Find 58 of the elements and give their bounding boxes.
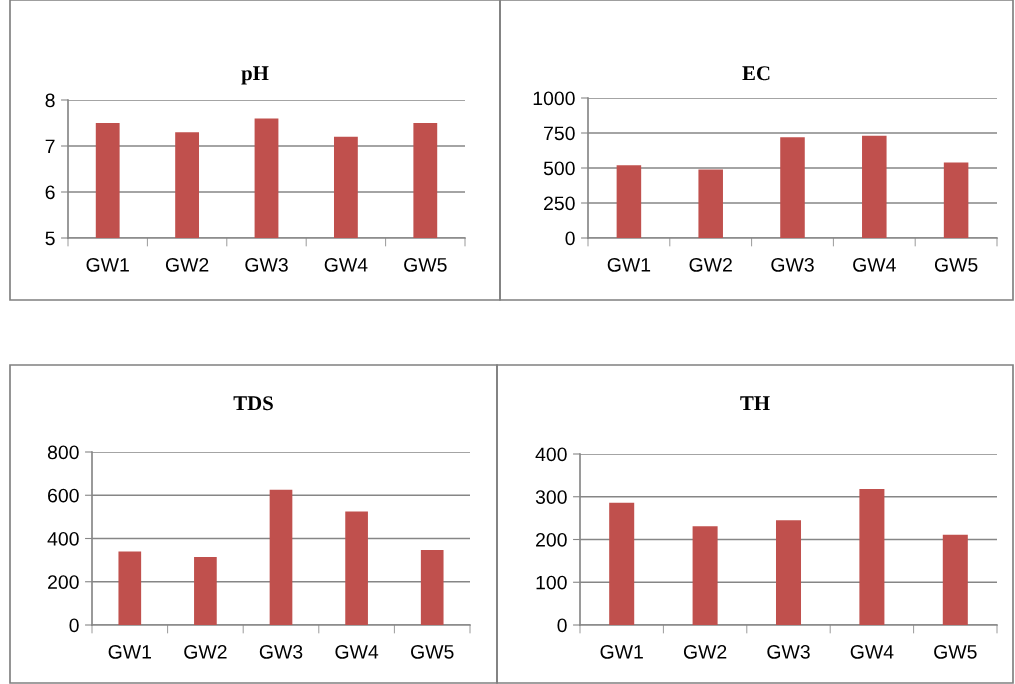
chart-title: EC (742, 66, 770, 81)
x-tick-label: GW5 (934, 257, 978, 272)
bar (616, 165, 642, 238)
x-tick-label: GW3 (767, 644, 810, 659)
bar (698, 169, 723, 238)
y-tick-label: 6 (45, 185, 55, 200)
y-tick-label: 600 (48, 488, 79, 503)
x-tick-label: GW2 (689, 257, 732, 272)
x-tick-label: GW5 (934, 644, 977, 659)
y-tick-label: 0 (557, 618, 567, 633)
y-tick-label: 500 (543, 161, 575, 176)
y-tick-label: 750 (544, 126, 575, 141)
x-tick-label: GW3 (771, 257, 814, 272)
y-tick-label: 0 (565, 231, 575, 246)
x-tick-label: GW5 (411, 644, 454, 659)
y-tick-label: 200 (48, 575, 79, 589)
y-tick-label: 0 (69, 618, 79, 633)
bar (943, 162, 969, 238)
x-tick-label: GW5 (404, 257, 447, 272)
y-tick-label: 300 (535, 490, 567, 504)
x-tick-label: GW4 (850, 644, 894, 659)
bar (118, 551, 142, 625)
chart-title: pH (241, 66, 269, 85)
y-tick-label: 200 (536, 532, 567, 547)
chart-title: TH (740, 396, 770, 411)
x-tick-label: GW2 (184, 644, 227, 659)
chart-title: TDS (233, 396, 273, 411)
x-tick-label: GW1 (86, 257, 129, 272)
bar (345, 511, 368, 625)
x-tick-label: GW2 (683, 644, 727, 659)
y-tick-label: 1000 (533, 91, 575, 106)
x-tick-label: GW1 (607, 257, 651, 272)
bar (780, 137, 805, 238)
x-tick-label: GW4 (853, 257, 896, 272)
bar (420, 549, 444, 625)
y-tick-label: 250 (544, 196, 575, 211)
y-tick-label: 5 (45, 231, 55, 246)
x-tick-label: GW2 (165, 257, 209, 272)
bar (692, 526, 718, 625)
bar (862, 135, 887, 238)
y-tick-label: 100 (536, 575, 567, 590)
y-tick-label: 7 (45, 139, 55, 154)
x-tick-label: GW3 (259, 644, 303, 659)
bar (609, 502, 635, 625)
x-tick-label: GW3 (245, 257, 288, 272)
x-tick-label: GW4 (324, 257, 368, 272)
y-tick-label: 400 (47, 531, 79, 546)
bar (942, 534, 968, 625)
bar (194, 556, 217, 625)
y-tick-label: 8 (45, 93, 55, 108)
bar (775, 520, 802, 625)
bar (859, 489, 885, 625)
y-tick-label: 400 (535, 447, 567, 462)
bar (269, 489, 293, 625)
x-tick-label: GW1 (108, 644, 151, 659)
x-tick-label: GW1 (600, 644, 643, 659)
y-tick-label: 800 (47, 445, 79, 460)
x-tick-label: GW4 (335, 644, 379, 659)
